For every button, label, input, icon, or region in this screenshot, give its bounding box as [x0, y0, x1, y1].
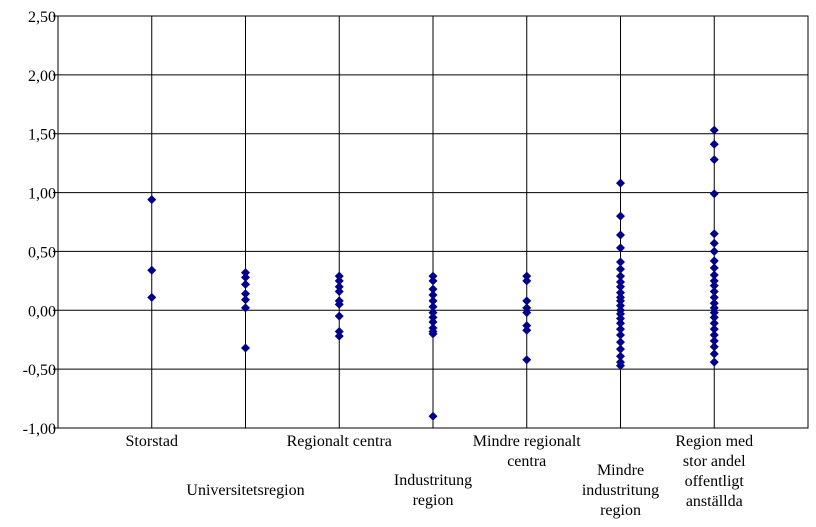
y-tick-label: 2,00	[28, 68, 56, 85]
data-point	[710, 239, 719, 248]
data-point	[522, 276, 531, 285]
y-axis: 2,50 2,00 1,50 1,00 0,50 0,00 -0,50 -1,00	[23, 9, 58, 438]
data-point	[241, 295, 250, 304]
y-tick-label: -0,50	[23, 362, 56, 379]
category-label-line: Industritung	[394, 472, 472, 489]
category-label-line: offentligt	[685, 473, 745, 490]
y-tick-label: 0,00	[28, 303, 56, 320]
data-point	[616, 230, 625, 239]
data-point	[522, 355, 531, 364]
category-label: Regionalt centra	[287, 433, 392, 450]
data-point	[147, 293, 156, 302]
category-label: Mindre industritung region	[582, 462, 659, 519]
data-point	[335, 332, 344, 341]
category-label-line: Universitetsregion	[186, 482, 304, 499]
data-point	[241, 280, 250, 289]
category-label-line: Storstad	[126, 433, 178, 450]
data-point	[429, 276, 438, 285]
category-label: Universitetsregion	[186, 482, 304, 499]
category-label-line: anställda	[686, 493, 743, 510]
y-tick-label: 1,00	[28, 186, 56, 203]
data-point	[335, 287, 344, 296]
category-label-line: region	[600, 502, 641, 519]
category-label-line: Regionalt centra	[287, 433, 392, 450]
data-point	[710, 349, 719, 358]
category-label: Industritung region	[394, 472, 472, 509]
data-point	[710, 155, 719, 164]
data-point	[522, 308, 531, 317]
data-point	[429, 412, 438, 421]
category-label: Storstad	[126, 433, 178, 450]
category-label-line: stor andel	[683, 453, 746, 470]
data-point	[241, 303, 250, 312]
y-tick-label: -1,00	[23, 421, 56, 438]
y-tick-label: 1,50	[28, 127, 56, 144]
category-label-line: industritung	[582, 482, 659, 499]
data-point	[616, 179, 625, 188]
data-point	[147, 195, 156, 204]
data-point	[710, 358, 719, 367]
data-point	[710, 189, 719, 198]
chart-grid	[58, 16, 808, 428]
y-tick-label: 0,50	[28, 244, 56, 261]
y-tick-label: 2,50	[28, 9, 56, 26]
category-label: Region med stor andel offentligt anställda	[675, 433, 753, 510]
data-point	[335, 312, 344, 321]
data-point	[522, 326, 531, 335]
data-point	[710, 229, 719, 238]
data-point	[710, 140, 719, 149]
category-label-line: region	[413, 492, 454, 509]
data-point	[710, 247, 719, 256]
category-label-line: Region med	[675, 433, 753, 450]
data-point	[616, 212, 625, 221]
category-label-line: centra	[507, 453, 546, 470]
data-point	[241, 343, 250, 352]
data-point	[147, 266, 156, 275]
category-label: Mindre regionalt centra	[473, 433, 582, 470]
x-axis: Storstad Universitetsregion Regionalt cent…	[126, 433, 754, 519]
category-label-line: Mindre	[597, 462, 644, 479]
category-label-line: Mindre regionalt	[473, 433, 582, 450]
